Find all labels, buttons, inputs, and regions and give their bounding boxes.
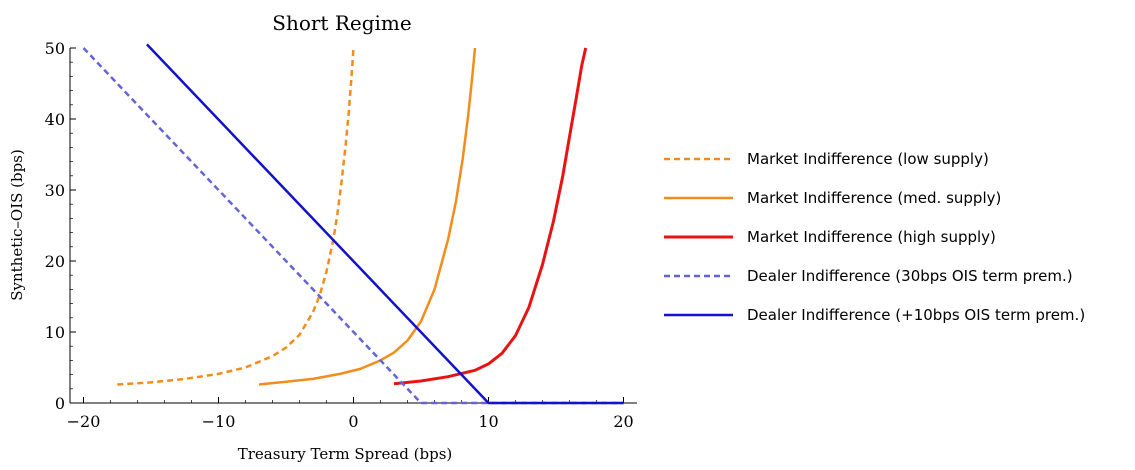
y-tick-label: 30: [45, 181, 65, 200]
x-tick-label: 10: [478, 412, 498, 431]
x-tick-label: 20: [613, 412, 633, 431]
y-tick-label: 40: [45, 110, 65, 129]
legend-label-5: Dealer Indifference (+10bps OIS term pre…: [747, 306, 1085, 324]
y-tick-label: 0: [55, 394, 65, 413]
plot-area: −20 −10 0 10 20 0 10 20 30 40 50: [45, 39, 637, 431]
series-line-4: [82, 47, 624, 405]
x-tick-label: 0: [348, 412, 358, 431]
legend-label-2: Market Indifference (med. supply): [747, 189, 1001, 207]
legend-label-1: Market Indifference (low supply): [747, 150, 989, 168]
series-line-2: [258, 47, 477, 386]
y-ticks: 0 10 20 30 40 50: [45, 39, 76, 413]
y-tick-label: 10: [45, 323, 65, 342]
legend-label-3: Market Indifference (high supply): [747, 228, 996, 246]
chart-title: Short Regime: [272, 11, 411, 35]
series-line-5: [145, 43, 624, 405]
x-ticks: −20 −10 0 10 20: [67, 397, 634, 431]
x-axis-label: Treasury Term Spread (bps): [238, 445, 453, 463]
series-layer: [82, 43, 624, 405]
legend: Market Indifference (low supply) Market I…: [664, 150, 1085, 324]
y-tick-label: 20: [45, 252, 65, 271]
series-line-1: [117, 47, 355, 386]
legend-label-4: Dealer Indifference (30bps OIS term prem…: [747, 267, 1073, 285]
x-tick-label: −10: [202, 412, 236, 431]
y-tick-label: 50: [45, 39, 65, 58]
x-tick-label: −20: [67, 412, 101, 431]
series-line-3: [393, 47, 588, 386]
y-axis-label: Synthetic–OIS (bps): [8, 149, 26, 301]
